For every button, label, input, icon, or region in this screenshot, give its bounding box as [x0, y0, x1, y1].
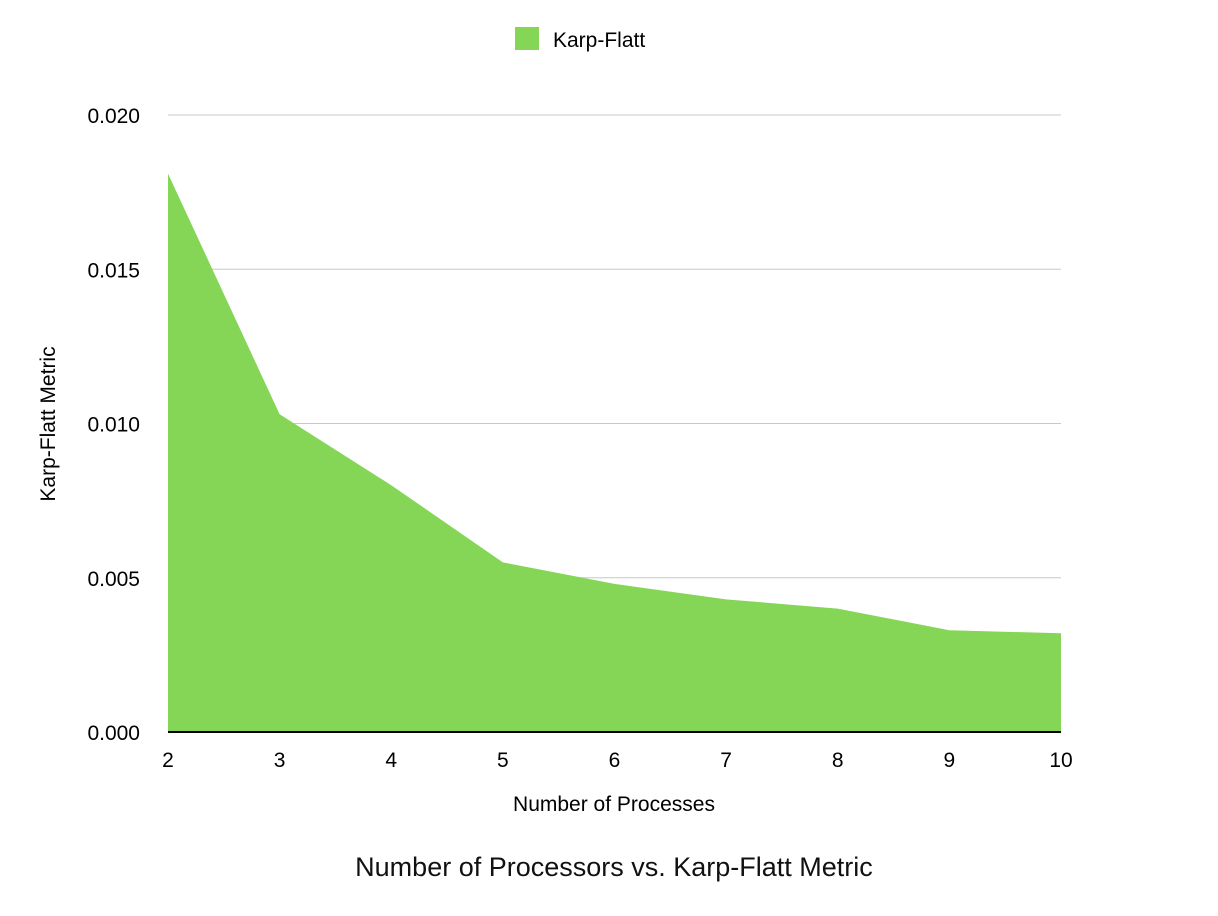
y-tick-label: 0.005: [87, 568, 140, 591]
x-tick-label: 7: [720, 749, 732, 772]
x-tick-label: 6: [609, 749, 621, 772]
legend-swatch-karp-flatt: [515, 27, 539, 50]
x-tick-label: 9: [944, 749, 956, 772]
x-tick-label: 2: [162, 749, 174, 772]
y-axis-title: Karp-Flatt Metric: [37, 346, 60, 501]
y-tick-label: 0.000: [87, 722, 140, 745]
legend: Karp-Flatt: [515, 27, 645, 52]
x-axis-title: Number of Processes: [513, 793, 715, 816]
x-tick-label: 3: [274, 749, 286, 772]
x-axis-ticks: 2 3 4 5 6 7 8 9 10: [162, 749, 1073, 772]
legend-label-karp-flatt: Karp-Flatt: [553, 29, 645, 52]
y-tick-label: 0.010: [87, 414, 140, 437]
area-series-karp-flatt: [168, 173, 1061, 733]
gridlines: [168, 114, 1061, 579]
y-tick-label: 0.020: [87, 105, 140, 128]
y-tick-label: 0.015: [87, 259, 140, 282]
x-tick-label: 4: [385, 749, 397, 772]
y-axis-ticks: 0.000 0.005 0.010 0.015 0.020: [87, 105, 140, 745]
x-tick-label: 10: [1049, 749, 1072, 772]
x-tick-label: 5: [497, 749, 509, 772]
x-tick-label: 8: [832, 749, 844, 772]
area-series-layer: [168, 173, 1061, 733]
chart-title: Number of Processors vs. Karp-Flatt Metr…: [355, 852, 873, 882]
